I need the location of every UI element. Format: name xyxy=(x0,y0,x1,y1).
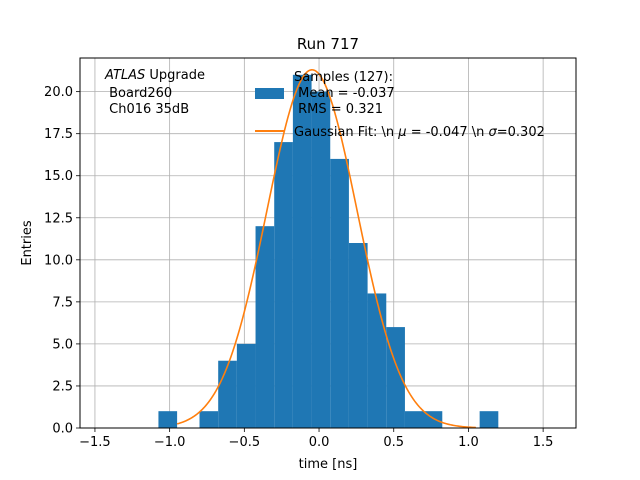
y-tick-label: 7.5 xyxy=(52,295,73,310)
legend-fit-mu: μ xyxy=(397,125,406,140)
histogram-bar xyxy=(199,411,219,428)
x-tick-label: −1.5 xyxy=(79,435,111,450)
histogram-bar xyxy=(367,293,387,428)
y-tick-label: 5.0 xyxy=(52,337,73,352)
histogram-bar xyxy=(158,411,178,428)
x-tick-label: −0.5 xyxy=(229,435,261,450)
x-tick-label: 1.0 xyxy=(458,435,479,450)
x-tick-label: 0.5 xyxy=(383,435,404,450)
annotation-atlas-italic: ATLAS xyxy=(104,68,145,83)
annotation-channel: Ch016 35dB xyxy=(105,102,189,117)
histogram-bar xyxy=(479,411,499,428)
legend-samples-rms: RMS = 0.321 xyxy=(294,102,383,117)
legend-fit-part-3: =0.302 xyxy=(497,125,545,140)
legend-fit-label: Gaussian Fit: \n μ = -0.047 \n σ=0.302 xyxy=(294,125,545,140)
y-tick-label: 20.0 xyxy=(44,85,73,100)
gaussian-fit-curve xyxy=(176,68,476,429)
histogram-bar xyxy=(330,158,349,428)
legend-fit-part-1: Gaussian Fit: \n xyxy=(294,125,398,140)
histogram-bar xyxy=(274,142,293,428)
y-tick-label: 10.0 xyxy=(44,253,73,268)
y-axis-label: Entries xyxy=(20,220,35,266)
legend-swatch-samples xyxy=(255,88,284,99)
legend-fit-part-2: = -0.047 \n xyxy=(407,125,489,140)
y-tick-label: 15.0 xyxy=(44,169,73,184)
chart-title: Run 717 xyxy=(297,35,359,53)
y-tick-label: 12.5 xyxy=(44,211,73,226)
legend-samples-mean: Mean = -0.037 xyxy=(294,86,395,101)
gaussian-fit-path xyxy=(176,68,476,429)
y-tick-label: 0.0 xyxy=(52,422,73,437)
annotation-upgrade: Upgrade xyxy=(145,68,205,83)
histogram-bar xyxy=(311,91,331,429)
annotation-board: Board260 xyxy=(105,86,172,101)
legend: Samples (127): Mean = -0.037 RMS = 0.321… xyxy=(255,70,545,140)
annotation-line-1: ATLAS Upgrade xyxy=(104,68,205,83)
x-axis-label: time [ns] xyxy=(299,457,358,472)
histogram-bar xyxy=(218,360,237,428)
histogram-bar xyxy=(292,74,312,429)
y-tick-label: 2.5 xyxy=(52,379,73,394)
histogram-bar xyxy=(404,411,443,428)
x-tick-label: −1.0 xyxy=(154,435,186,450)
y-axis-ticks: 0.0 2.5 5.0 7.5 10.0 12.5 15.0 17.5 20.0 xyxy=(44,85,80,437)
atlas-annotation: ATLAS Upgrade Board260 Ch016 35dB xyxy=(104,68,205,117)
x-axis-ticks: −1.5 −1.0 −0.5 0.0 0.5 1.0 1.5 xyxy=(79,428,553,450)
y-tick-label: 17.5 xyxy=(44,127,73,142)
histogram-bar xyxy=(348,243,368,428)
histogram-bar xyxy=(255,226,275,428)
x-tick-label: 0.0 xyxy=(309,435,330,450)
x-tick-label: 1.5 xyxy=(533,435,554,450)
legend-samples-line-1: Samples (127): xyxy=(294,70,393,85)
histogram-bar xyxy=(236,343,256,428)
legend-fit-sigma: σ xyxy=(489,125,498,140)
plot-frame xyxy=(79,57,577,429)
